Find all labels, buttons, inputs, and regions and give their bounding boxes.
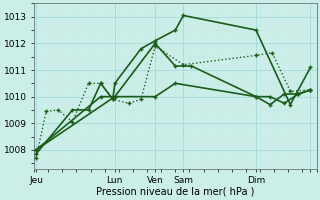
X-axis label: Pression niveau de la mer( hPa ): Pression niveau de la mer( hPa ) [96, 187, 254, 197]
